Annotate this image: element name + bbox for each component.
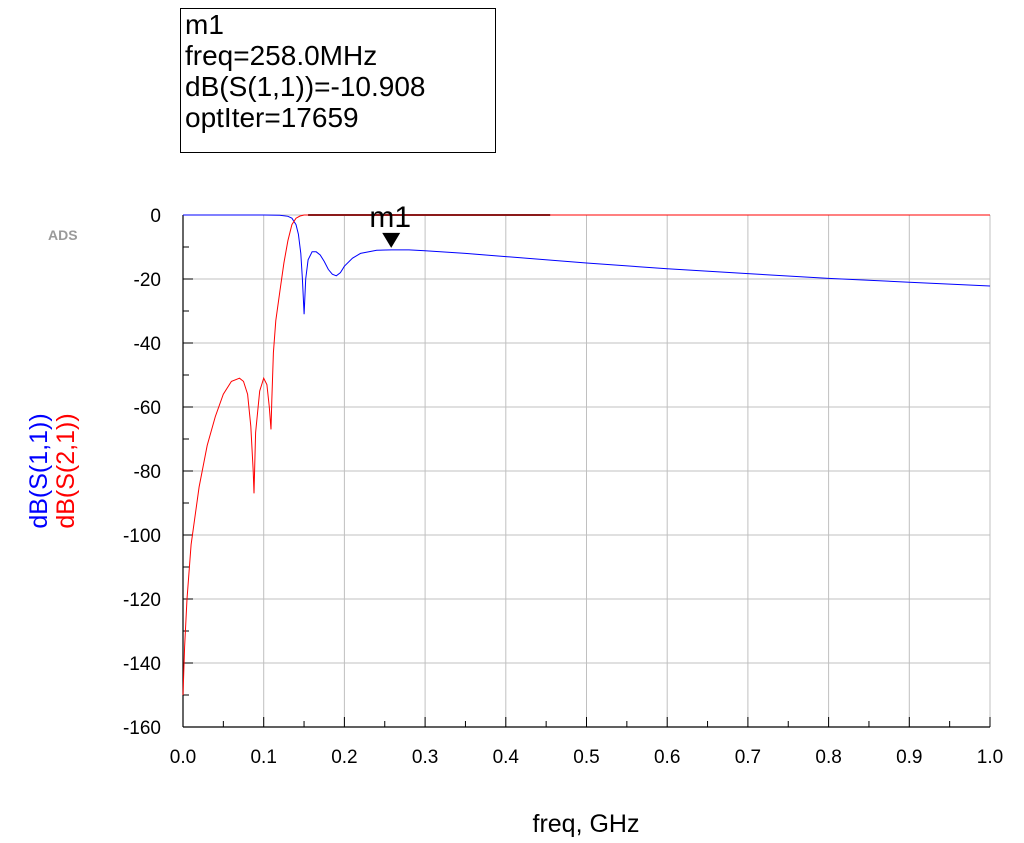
y-tick-label: -40 xyxy=(134,334,161,355)
x-tick-label: 0.6 xyxy=(654,747,680,768)
y-tick-label: 0 xyxy=(150,206,161,227)
marker-triangle-icon xyxy=(382,232,401,248)
x-tick-label: 0.0 xyxy=(170,747,196,768)
y-tick-label: -20 xyxy=(134,270,161,291)
x-tick-label: 0.5 xyxy=(573,747,599,768)
marker-readout-box: m1 freq=258.0MHz dB(S(1,1))=-10.908 optI… xyxy=(180,8,496,153)
marker-iter-text: optIter=17659 xyxy=(185,102,359,133)
y-axis-label-1: dB(S(2,1)) xyxy=(52,413,80,528)
x-tick-label: 0.1 xyxy=(250,747,276,768)
y-axis-label-0: dB(S(1,1)) xyxy=(25,413,53,528)
x-tick-label: 0.8 xyxy=(815,747,841,768)
tick-marks xyxy=(182,214,991,728)
y-tick-label: -100 xyxy=(123,526,161,547)
x-tick-label: 0.3 xyxy=(412,747,438,768)
x-tick-label: 0.4 xyxy=(493,747,520,768)
y-tick-label: -160 xyxy=(123,718,161,739)
axis-labels: freq, GHz dB(S(1,1)) dB(S(2,1)) xyxy=(25,413,639,838)
y-tick-label: -80 xyxy=(134,462,161,483)
grid-lines xyxy=(183,214,991,727)
series-line-dB(S(1,1)) xyxy=(183,214,991,315)
ads-watermark: ADS xyxy=(48,227,78,243)
x-axis-label: freq, GHz xyxy=(533,810,640,838)
marker-name-text: m1 xyxy=(185,9,224,40)
y-tick-label: -120 xyxy=(123,590,161,611)
tick-labels: 0.0 0.1 0.2 0.3 0.4 0.5 0.6 0.7 0.8 0.9 1.0 0 -20 -40… xyxy=(48,206,1003,768)
y-tick-label: -140 xyxy=(123,654,161,675)
x-tick-label: 0.7 xyxy=(735,747,761,768)
y-tick-label: -60 xyxy=(134,398,161,419)
x-tick-label: 0.9 xyxy=(896,747,922,768)
marker-freq-text: freq=258.0MHz xyxy=(185,40,378,71)
x-tick-label: 1.0 xyxy=(977,747,1003,768)
marker-label: m1 xyxy=(369,201,411,234)
series-lines xyxy=(182,214,991,696)
x-tick-label: 0.2 xyxy=(331,747,357,768)
marker-value-text: dB(S(1,1))=-10.908 xyxy=(185,71,426,102)
marker-group: m1 xyxy=(369,201,411,248)
